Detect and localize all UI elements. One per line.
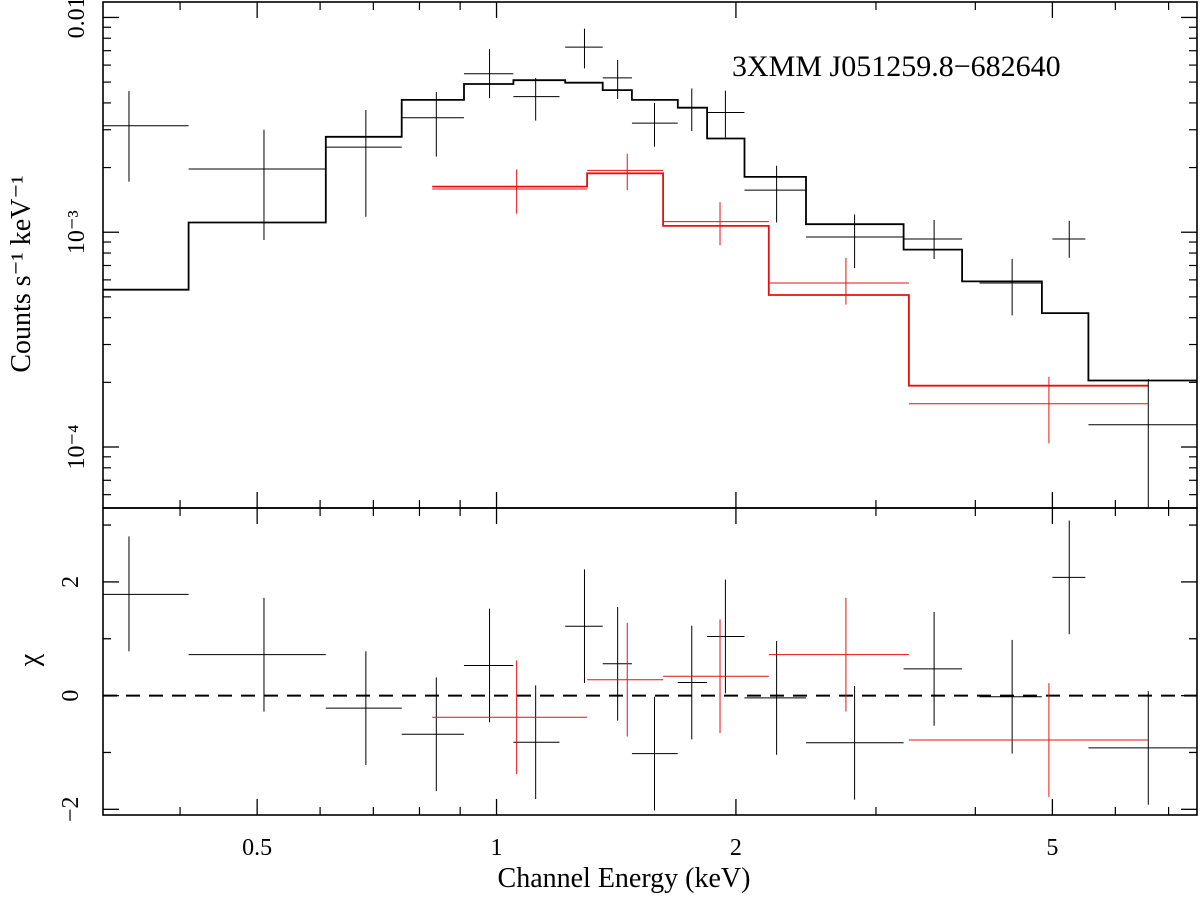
residual-point-series-1 bbox=[565, 569, 603, 684]
residual-point-series-2 bbox=[768, 597, 909, 712]
data-point-series-1 bbox=[744, 165, 807, 223]
data-point-series-2 bbox=[768, 257, 909, 305]
data-point-series-1 bbox=[463, 49, 514, 99]
data-point-series-1 bbox=[677, 88, 708, 131]
data-point-series-1 bbox=[103, 91, 189, 182]
data-point-series-1 bbox=[1088, 379, 1197, 508]
residual-point-series-1 bbox=[707, 579, 745, 694]
model-line-series-2 bbox=[432, 172, 1149, 387]
spectrum-data-points bbox=[103, 28, 1197, 508]
residual-point-series-1 bbox=[744, 641, 807, 755]
y-tick-label: 10⁻⁴ bbox=[64, 424, 90, 469]
data-point-series-1 bbox=[401, 91, 464, 157]
data-point-series-1 bbox=[707, 90, 745, 138]
data-point-series-1 bbox=[188, 129, 326, 240]
residual-point-series-2 bbox=[587, 622, 664, 737]
residual-point-series-1 bbox=[463, 608, 514, 723]
y-axis-label-counts: Counts s⁻¹ keV⁻¹ bbox=[6, 175, 37, 372]
y-tick-label: 2 bbox=[58, 576, 84, 588]
residual-point-series-1 bbox=[806, 685, 904, 800]
residual-point-series-2 bbox=[908, 683, 1149, 797]
residual-point-series-1 bbox=[677, 625, 708, 740]
source-name-annotation: 3XMM J051259.8−682640 bbox=[732, 50, 1061, 83]
residual-point-series-1 bbox=[401, 677, 464, 792]
x-tick-label: 1 bbox=[491, 835, 503, 861]
spectrum-panel: 10⁻⁴ 10⁻³ 0.01 3XMM J051259.8−682640 Count… bbox=[6, 0, 1198, 509]
residual-axes: 0.5 1 2 5 −2 0 2 bbox=[58, 507, 1198, 861]
residual-point-series-1 bbox=[903, 612, 963, 726]
residual-point-series-1 bbox=[513, 685, 560, 800]
data-point-series-1 bbox=[903, 219, 963, 260]
x-tick-label: 5 bbox=[1046, 835, 1058, 861]
residual-point-series-2 bbox=[432, 660, 588, 775]
data-point-series-1 bbox=[806, 214, 904, 269]
residual-point-series-1 bbox=[1052, 520, 1086, 635]
data-point-series-1 bbox=[979, 259, 1042, 316]
data-point-series-2 bbox=[432, 169, 588, 214]
x-tick-label: 2 bbox=[730, 835, 742, 861]
data-point-series-1 bbox=[1052, 220, 1086, 258]
model-line-series-1 bbox=[103, 79, 1197, 382]
data-point-series-1 bbox=[631, 102, 678, 147]
residual-point-series-2 bbox=[663, 619, 769, 734]
data-point-series-1 bbox=[602, 59, 632, 100]
y-tick-label: 0.01 bbox=[64, 0, 90, 38]
residual-panel: 0.5 1 2 5 −2 0 2 χ bbox=[14, 507, 1198, 861]
data-point-series-2 bbox=[908, 376, 1149, 444]
model-steps bbox=[103, 79, 1197, 387]
data-point-series-2 bbox=[587, 153, 664, 191]
residual-point-series-1 bbox=[188, 597, 326, 712]
data-point-series-1 bbox=[565, 28, 603, 69]
residual-point-series-1 bbox=[979, 639, 1042, 754]
residual-data-points bbox=[103, 520, 1197, 811]
data-point-series-2 bbox=[663, 202, 769, 246]
y-tick-label: 10⁻³ bbox=[64, 210, 90, 254]
x-axis-label: Channel Energy (keV) bbox=[498, 863, 751, 894]
y-axis-label-chi: χ bbox=[14, 653, 45, 667]
residual-point-series-1 bbox=[631, 696, 678, 811]
data-point-series-1 bbox=[513, 77, 560, 121]
residual-point-series-1 bbox=[103, 536, 189, 652]
y-tick-label: 0 bbox=[58, 690, 84, 702]
residual-point-series-1 bbox=[1088, 691, 1197, 805]
bottom-panel-frame bbox=[102, 507, 1198, 816]
data-point-series-1 bbox=[325, 109, 402, 217]
x-tick-label: 0.5 bbox=[242, 835, 272, 861]
y-tick-label: −2 bbox=[58, 797, 84, 823]
residual-point-series-1 bbox=[325, 651, 402, 765]
